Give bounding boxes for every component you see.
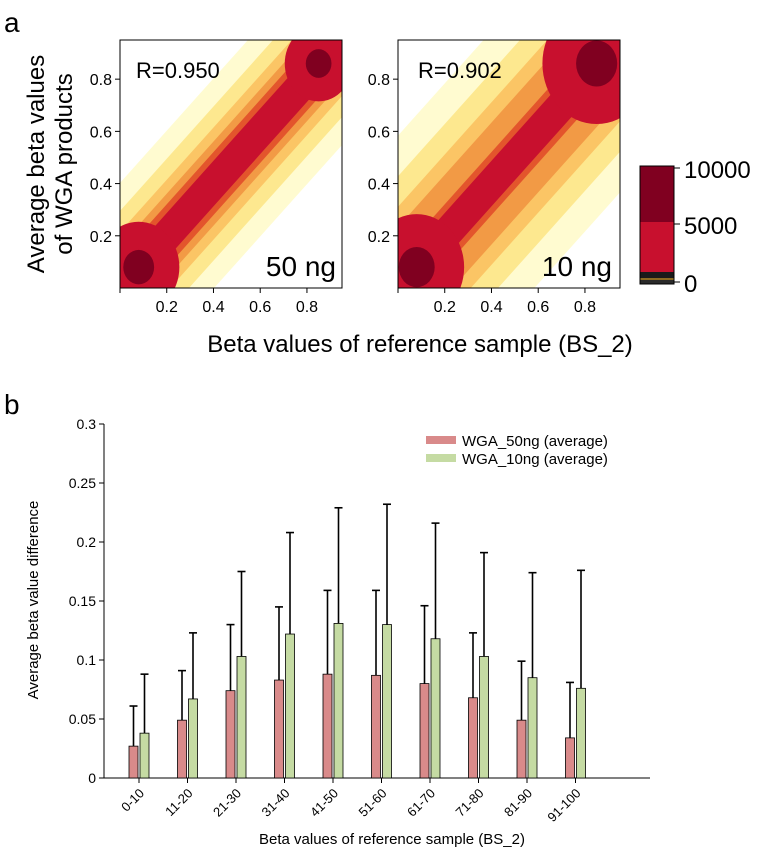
colorbar-label-0: 0 bbox=[684, 271, 697, 298]
bar-10ng-91-100 bbox=[576, 687, 586, 779]
x-tick-label: 61-70 bbox=[404, 786, 438, 820]
x-tick-label: 91-100 bbox=[544, 786, 583, 825]
legend-label-50ng: WGA_50ng (average) bbox=[462, 433, 608, 450]
heatmap-50ng-corner-label: 50 ng bbox=[266, 251, 336, 282]
colorbar-band-base bbox=[640, 280, 674, 284]
bar-chart-axes: 0 0.05 0.1 0.15 0.2 0.25 0.3 0-10 11-20 21-30 31-4… bbox=[69, 416, 650, 825]
bar-10ng-51-60 bbox=[382, 624, 392, 779]
x-tick-label: 71-80 bbox=[453, 786, 487, 820]
bar-10ng-0-10 bbox=[139, 732, 150, 779]
density-cluster-1-core bbox=[305, 49, 332, 78]
x-tick-label: 0.8 bbox=[296, 299, 318, 316]
heatmap-10ng: 0.2 0.4 0.6 0.8 0.2 0.4 0.6 0.8 R=0.902 10 ng bbox=[368, 39, 621, 316]
y-tick-label: 0.2 bbox=[368, 229, 390, 246]
bar-50ng-61-70 bbox=[419, 683, 430, 779]
panel-b-label: b bbox=[4, 389, 20, 420]
density-cluster-1-core bbox=[576, 40, 618, 87]
panel-a-ylabel-line1: Average beta values bbox=[23, 55, 50, 273]
x-tick-label: 31-40 bbox=[259, 786, 293, 820]
colorbar-band-high bbox=[640, 166, 674, 222]
bar-chart-ylabel: Average beta value difference bbox=[25, 501, 42, 700]
bar-10ng-31-40 bbox=[285, 633, 295, 779]
bar-chart-xlabel: Beta values of reference sample (BS_2) bbox=[259, 831, 525, 848]
y-tick-label: 0.4 bbox=[368, 177, 390, 194]
y-tick-label: 0.3 bbox=[77, 416, 97, 432]
x-tick-label: 81-90 bbox=[501, 786, 535, 820]
heatmap-50ng-annotation: R=0.950 bbox=[136, 58, 220, 83]
legend-swatch-10ng bbox=[426, 454, 456, 462]
bar-chart-legend: WGA_50ng (average) WGA_10ng (average) bbox=[426, 433, 608, 468]
heatmap-50ng-frame bbox=[119, 39, 343, 289]
heatmap-10ng-corner-label: 10 ng bbox=[542, 251, 612, 282]
bar-50ng-41-50 bbox=[322, 673, 333, 779]
y-tick-label: 0.2 bbox=[77, 534, 97, 550]
bar-50ng-31-40 bbox=[274, 679, 284, 779]
bar-50ng-0-10 bbox=[128, 745, 139, 779]
colorbar-label-5000: 5000 bbox=[684, 213, 737, 240]
bar-50ng-71-80 bbox=[468, 697, 478, 779]
y-tick-label: 0.8 bbox=[90, 72, 112, 89]
x-tick-label: 0.2 bbox=[156, 299, 178, 316]
heatmap-10ng-annotation: R=0.902 bbox=[418, 58, 502, 83]
bar-10ng-61-70 bbox=[430, 638, 441, 779]
density-cluster-0-core bbox=[123, 249, 155, 285]
y-tick-label: 0.1 bbox=[77, 652, 97, 668]
x-tick-label: 41-50 bbox=[307, 786, 341, 820]
legend-swatch-50ng bbox=[426, 436, 456, 444]
x-tick-label: 0.6 bbox=[527, 299, 549, 316]
bar-50ng-11-20 bbox=[177, 719, 187, 779]
colorbar-band-mid bbox=[640, 222, 674, 272]
density-cluster-0-core bbox=[398, 247, 435, 288]
y-tick-label: 0.05 bbox=[69, 711, 96, 727]
heatmap-50ng-ticks: 0.2 0.4 0.6 0.8 0.2 0.4 0.6 0.8 bbox=[90, 72, 318, 316]
colorbar: 10000 5000 0 bbox=[639, 157, 751, 298]
bar-10ng-11-20 bbox=[188, 698, 198, 779]
colorbar-band-zero bbox=[640, 278, 674, 280]
x-tick-label: 0.4 bbox=[480, 299, 502, 316]
colorbar-band-low bbox=[640, 272, 674, 278]
bar-50ng-91-100 bbox=[565, 737, 575, 779]
x-tick-label: 0.8 bbox=[574, 299, 596, 316]
x-tick-label: 21-30 bbox=[210, 786, 244, 820]
legend-label-10ng: WGA_10ng (average) bbox=[462, 451, 608, 468]
heatmap-50ng-density bbox=[120, 40, 342, 288]
heatmap-10ng-ticks: 0.2 0.4 0.6 0.8 0.2 0.4 0.6 0.8 bbox=[368, 72, 596, 316]
y-tick-label: 0 bbox=[88, 770, 96, 786]
bar-10ng-21-30 bbox=[236, 656, 247, 779]
bar-10ng-41-50 bbox=[333, 623, 344, 779]
y-tick-label: 0.25 bbox=[69, 475, 96, 491]
y-tick-label: 0.4 bbox=[90, 177, 112, 194]
heatmap-10ng-frame bbox=[397, 39, 621, 289]
bar-50ng-21-30 bbox=[225, 690, 236, 779]
x-tick-label: 0.2 bbox=[434, 299, 456, 316]
bar-chart-bars bbox=[128, 503, 586, 779]
x-tick-label: 51-60 bbox=[356, 786, 390, 820]
y-tick-label: 0.6 bbox=[90, 124, 112, 141]
heatmap-10ng-density bbox=[398, 40, 620, 288]
colorbar-frame bbox=[639, 165, 675, 285]
y-tick-label: 0.15 bbox=[69, 593, 96, 609]
panel-a-xlabel: Beta values of reference sample (BS_2) bbox=[207, 331, 633, 358]
bar-10ng-71-80 bbox=[479, 656, 489, 779]
bar-50ng-51-60 bbox=[371, 674, 381, 779]
y-tick-label: 0.2 bbox=[90, 229, 112, 246]
panel-a-label: a bbox=[4, 7, 20, 38]
y-tick-label: 0.6 bbox=[368, 124, 390, 141]
x-tick-label: 0.6 bbox=[249, 299, 271, 316]
bar-10ng-81-90 bbox=[527, 677, 538, 779]
panel-a-ylabel-line2: of WGA products bbox=[51, 73, 78, 254]
colorbar-label-10000: 10000 bbox=[684, 157, 751, 184]
x-tick-label: 0.4 bbox=[202, 299, 224, 316]
bar-50ng-81-90 bbox=[516, 719, 527, 779]
y-tick-label: 0.8 bbox=[368, 72, 390, 89]
x-tick-label: 0-10 bbox=[118, 786, 147, 815]
x-tick-label: 11-20 bbox=[162, 786, 195, 819]
heatmap-50ng: 0.2 0.4 0.6 0.8 0.2 0.4 0.6 0.8 R=0.950 50 ng bbox=[90, 39, 343, 316]
